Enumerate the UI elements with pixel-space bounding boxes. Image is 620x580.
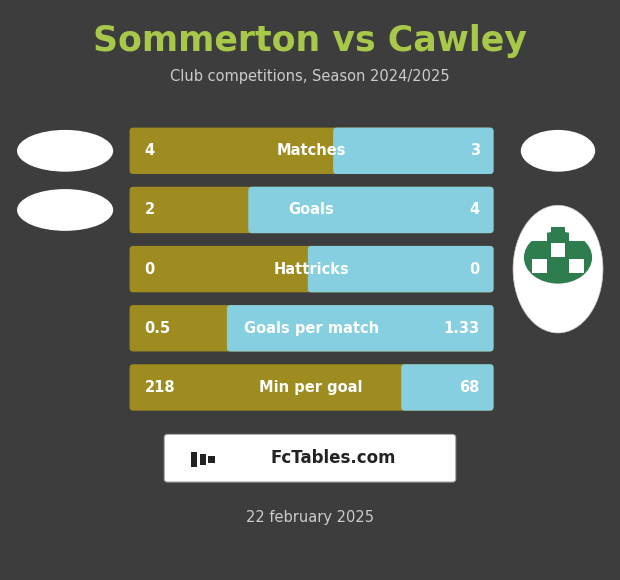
Text: Matches: Matches (277, 143, 346, 158)
FancyBboxPatch shape (532, 259, 547, 273)
Text: 68: 68 (459, 380, 480, 395)
FancyBboxPatch shape (227, 305, 494, 351)
Text: 0.5: 0.5 (144, 321, 170, 336)
FancyBboxPatch shape (532, 227, 547, 241)
FancyBboxPatch shape (308, 246, 494, 292)
FancyBboxPatch shape (208, 456, 215, 463)
FancyBboxPatch shape (551, 227, 565, 241)
Text: Goals per match: Goals per match (244, 321, 379, 336)
FancyBboxPatch shape (551, 259, 565, 273)
Text: Goals: Goals (288, 202, 334, 218)
Text: 218: 218 (144, 380, 175, 395)
FancyBboxPatch shape (248, 187, 494, 233)
Ellipse shape (17, 130, 113, 172)
Text: 0: 0 (144, 262, 155, 277)
FancyBboxPatch shape (130, 187, 494, 233)
Ellipse shape (521, 130, 595, 172)
FancyBboxPatch shape (551, 243, 565, 257)
Text: FcTables.com: FcTables.com (270, 449, 396, 467)
Text: 4: 4 (470, 202, 480, 218)
Text: 22 february 2025: 22 february 2025 (246, 510, 374, 525)
FancyBboxPatch shape (569, 227, 584, 241)
Text: 1.33: 1.33 (444, 321, 480, 336)
FancyBboxPatch shape (569, 243, 584, 257)
FancyBboxPatch shape (130, 246, 494, 292)
Ellipse shape (17, 189, 113, 231)
FancyBboxPatch shape (130, 128, 494, 174)
FancyBboxPatch shape (130, 305, 494, 351)
FancyBboxPatch shape (191, 452, 197, 466)
Text: 4: 4 (144, 143, 154, 158)
Text: Club competitions, Season 2024/2025: Club competitions, Season 2024/2025 (170, 69, 450, 84)
FancyBboxPatch shape (333, 128, 494, 174)
FancyBboxPatch shape (532, 243, 547, 257)
FancyBboxPatch shape (401, 364, 494, 411)
Text: 0: 0 (469, 262, 480, 277)
Text: Sommerton vs Cawley: Sommerton vs Cawley (93, 24, 527, 57)
Text: Hattricks: Hattricks (273, 262, 349, 277)
Text: 2: 2 (144, 202, 154, 218)
Ellipse shape (524, 231, 592, 284)
Text: Min per goal: Min per goal (260, 380, 363, 395)
Text: 3: 3 (470, 143, 480, 158)
Ellipse shape (513, 205, 603, 333)
FancyBboxPatch shape (164, 434, 456, 482)
FancyBboxPatch shape (569, 259, 584, 273)
FancyBboxPatch shape (200, 454, 206, 465)
FancyBboxPatch shape (130, 364, 494, 411)
